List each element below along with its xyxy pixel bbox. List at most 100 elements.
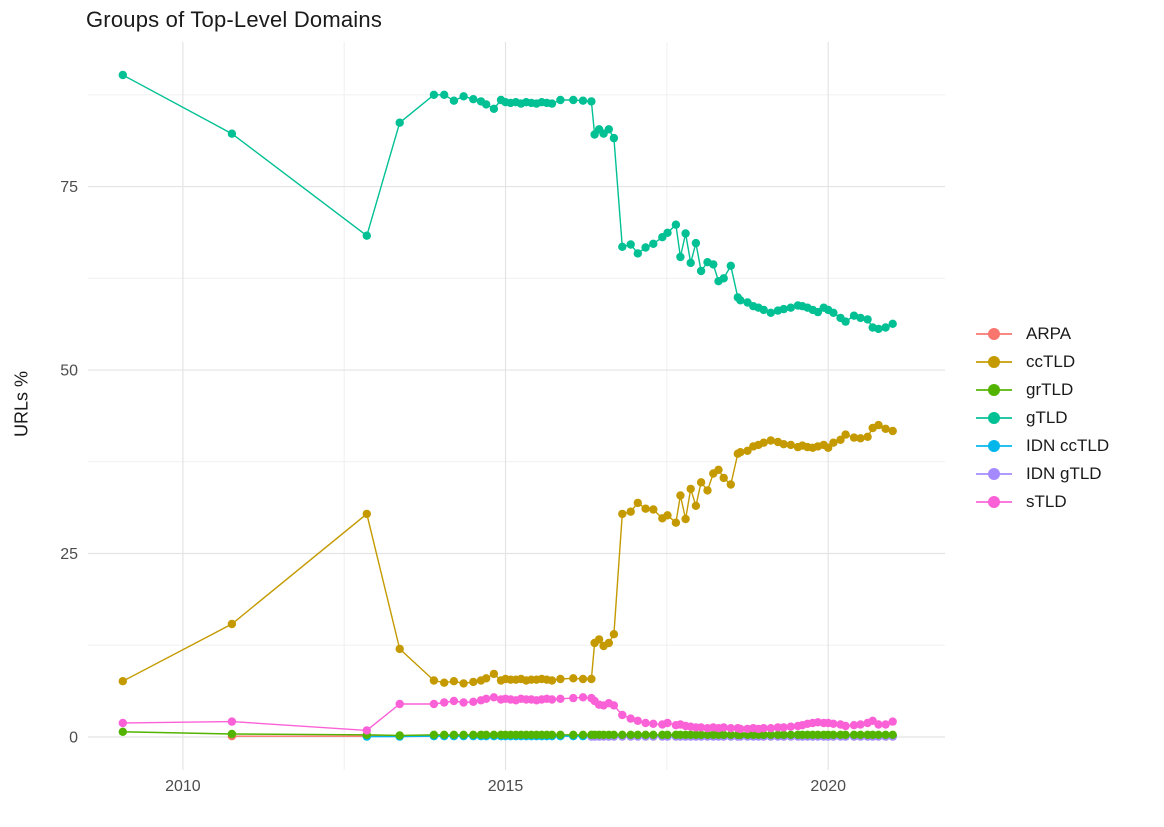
- data-point-cctld: [671, 518, 681, 527]
- data-point-gtld: [888, 319, 897, 328]
- data-point-stld: [856, 720, 865, 729]
- data-point-cctld: [227, 619, 237, 629]
- data-point-cctld: [856, 434, 865, 443]
- legend-label: gTLD: [1026, 408, 1068, 427]
- data-point-grtld: [696, 730, 706, 739]
- data-point-cctld: [663, 511, 672, 520]
- data-point-cctld: [686, 484, 695, 494]
- data-point-stld: [726, 724, 735, 733]
- legend: ARPA ccTLD grTLD gTLD IDN ccTLD IDN gTLD sTLD: [976, 320, 1109, 516]
- data-point-grtld: [618, 730, 627, 739]
- data-point-grtld: [841, 730, 850, 739]
- data-point-grtld: [459, 730, 468, 739]
- x-tick-label: 2020: [810, 778, 846, 795]
- data-point-grtld: [786, 730, 795, 739]
- data-point-grtld: [569, 730, 578, 739]
- data-point-cctld: [703, 486, 712, 495]
- data-point-cctld: [881, 424, 890, 433]
- y-tick-label: 0: [69, 729, 78, 746]
- data-point-gtld: [829, 308, 838, 317]
- data-point-stld: [888, 717, 897, 726]
- data-point-cctld: [547, 676, 557, 685]
- data-point-grtld: [449, 730, 459, 739]
- data-point-gtld: [766, 308, 775, 317]
- legend-item-cctld: ccTLD: [976, 348, 1109, 376]
- data-point-gtld: [686, 258, 695, 268]
- data-point-grtld: [609, 730, 619, 739]
- data-point-stld: [395, 699, 404, 709]
- data-point-gtld: [395, 118, 404, 127]
- data-point-gtld: [449, 96, 459, 105]
- data-point-stld: [547, 695, 557, 704]
- legend-label: ARPA: [1026, 324, 1072, 343]
- data-point-stld: [649, 719, 658, 728]
- x-tick-label: 2010: [165, 778, 201, 795]
- data-point-stld: [829, 719, 838, 728]
- data-point-gtld: [856, 313, 865, 323]
- data-point-gtld: [459, 92, 468, 101]
- data-point-stld: [482, 694, 491, 703]
- data-point-stld: [609, 701, 619, 710]
- data-point-stld: [736, 724, 745, 734]
- data-point-grtld: [547, 730, 557, 739]
- series-stld: [118, 693, 897, 735]
- data-point-gtld: [609, 133, 619, 143]
- data-point-grtld: [868, 730, 877, 739]
- legend-label: ccTLD: [1026, 352, 1076, 371]
- series-gtld: [118, 70, 897, 334]
- data-point-cctld: [395, 644, 404, 654]
- legend-key-icon: [976, 488, 1012, 516]
- data-point-gtld: [676, 252, 685, 262]
- data-point-cctld: [633, 498, 642, 508]
- data-point-cctld: [482, 674, 491, 683]
- data-point-cctld: [719, 473, 728, 483]
- data-point-grtld: [849, 730, 859, 739]
- legend-item-gtld: gTLD: [976, 404, 1109, 432]
- data-point-gtld: [736, 296, 745, 305]
- y-axis-title: URLs %: [11, 370, 32, 438]
- legend-item-idn-cctld: IDN ccTLD: [976, 432, 1109, 460]
- data-point-cctld: [556, 674, 565, 684]
- data-point-stld: [626, 714, 635, 723]
- data-point-gtld: [881, 323, 890, 332]
- data-point-stld: [841, 721, 850, 731]
- data-point-grtld: [856, 730, 865, 739]
- data-point-cctld: [649, 505, 658, 514]
- data-point-stld: [440, 698, 449, 707]
- data-point-gtld: [587, 97, 596, 106]
- data-point-stld: [773, 723, 783, 732]
- y-tick-label: 75: [60, 179, 78, 196]
- data-point-grtld: [726, 730, 735, 739]
- data-point-grtld: [759, 730, 768, 739]
- legend-key-icon: [976, 348, 1012, 376]
- data-point-gtld: [569, 95, 578, 105]
- data-point-cctld: [626, 507, 635, 516]
- data-point-cctld: [836, 435, 845, 444]
- data-point-grtld: [874, 730, 883, 739]
- data-point-stld: [696, 723, 706, 732]
- data-point-stld: [459, 698, 468, 707]
- data-point-gtld: [863, 315, 872, 324]
- legend-item-arpa: ARPA: [976, 320, 1109, 348]
- legend-key-icon: [976, 432, 1012, 460]
- chart-title: Groups of Top-Level Domains: [86, 7, 383, 32]
- y-tick-label: 50: [60, 363, 78, 380]
- data-point-cctld: [609, 630, 619, 639]
- data-point-cctld: [849, 433, 859, 442]
- legend-item-idn-gtld: IDN gTLD: [976, 460, 1109, 488]
- series-cctld: [118, 420, 897, 688]
- legend-label: IDN ccTLD: [1026, 436, 1110, 455]
- data-point-grtld: [743, 730, 752, 739]
- data-point-stld: [719, 723, 728, 732]
- legend-label: IDN gTLD: [1026, 464, 1102, 483]
- data-point-cctld: [726, 480, 735, 489]
- data-point-cctld: [429, 676, 439, 685]
- data-point-stld: [618, 710, 627, 720]
- data-point-stld: [881, 720, 890, 729]
- data-point-stld: [786, 722, 795, 731]
- data-point-cctld: [824, 443, 833, 452]
- data-point-cctld: [714, 465, 723, 474]
- data-point-gtld: [813, 307, 823, 317]
- data-point-gtld: [618, 242, 627, 251]
